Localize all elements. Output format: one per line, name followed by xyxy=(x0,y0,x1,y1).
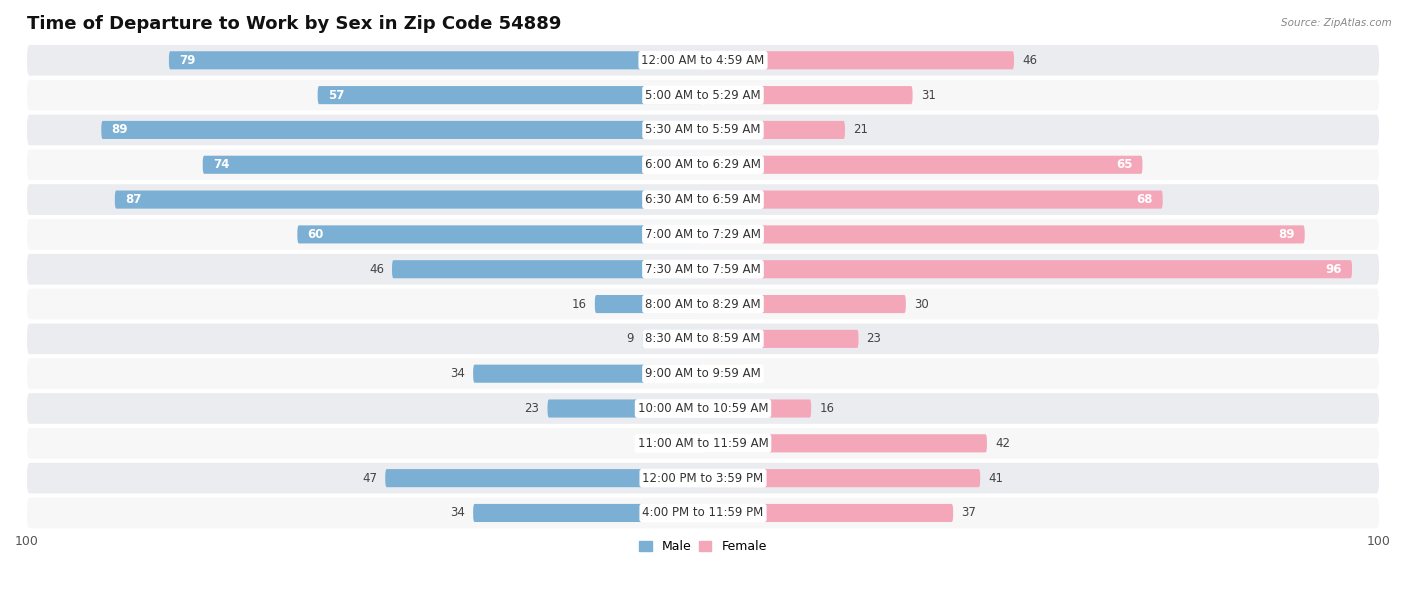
FancyBboxPatch shape xyxy=(27,428,1379,459)
FancyBboxPatch shape xyxy=(169,51,703,70)
Text: 10:00 AM to 10:59 AM: 10:00 AM to 10:59 AM xyxy=(638,402,768,415)
FancyBboxPatch shape xyxy=(703,330,859,348)
FancyBboxPatch shape xyxy=(703,226,1305,243)
Text: 79: 79 xyxy=(179,54,195,67)
Text: 74: 74 xyxy=(212,158,229,171)
Text: 31: 31 xyxy=(921,89,935,102)
Text: 6:00 AM to 6:29 AM: 6:00 AM to 6:29 AM xyxy=(645,158,761,171)
Text: 11:00 AM to 11:59 AM: 11:00 AM to 11:59 AM xyxy=(638,437,768,450)
Text: 96: 96 xyxy=(1326,263,1341,275)
FancyBboxPatch shape xyxy=(703,399,811,418)
Text: 37: 37 xyxy=(962,506,976,519)
Text: 16: 16 xyxy=(572,298,586,311)
Text: 16: 16 xyxy=(820,402,834,415)
Text: 12:00 AM to 4:59 AM: 12:00 AM to 4:59 AM xyxy=(641,54,765,67)
FancyBboxPatch shape xyxy=(703,51,1014,70)
Text: 34: 34 xyxy=(450,506,465,519)
Legend: Male, Female: Male, Female xyxy=(634,536,772,558)
FancyBboxPatch shape xyxy=(27,358,1379,389)
Text: 5:00 AM to 5:29 AM: 5:00 AM to 5:29 AM xyxy=(645,89,761,102)
Text: 89: 89 xyxy=(111,123,128,136)
FancyBboxPatch shape xyxy=(318,86,703,104)
FancyBboxPatch shape xyxy=(703,121,845,139)
Text: 9: 9 xyxy=(627,333,634,345)
FancyBboxPatch shape xyxy=(101,121,703,139)
FancyBboxPatch shape xyxy=(27,80,1379,111)
FancyBboxPatch shape xyxy=(392,260,703,278)
Text: 21: 21 xyxy=(853,123,868,136)
Text: 65: 65 xyxy=(1116,158,1132,171)
Text: 41: 41 xyxy=(988,472,1004,485)
Text: 6:30 AM to 6:59 AM: 6:30 AM to 6:59 AM xyxy=(645,193,761,206)
Text: 6: 6 xyxy=(752,367,759,380)
Text: 46: 46 xyxy=(368,263,384,275)
Text: 8:00 AM to 8:29 AM: 8:00 AM to 8:29 AM xyxy=(645,298,761,311)
Text: 5:30 AM to 5:59 AM: 5:30 AM to 5:59 AM xyxy=(645,123,761,136)
FancyBboxPatch shape xyxy=(703,260,1353,278)
FancyBboxPatch shape xyxy=(474,504,703,522)
FancyBboxPatch shape xyxy=(385,469,703,487)
FancyBboxPatch shape xyxy=(703,156,1143,174)
FancyBboxPatch shape xyxy=(27,254,1379,284)
FancyBboxPatch shape xyxy=(27,115,1379,145)
FancyBboxPatch shape xyxy=(703,295,905,313)
Text: 4:00 PM to 11:59 PM: 4:00 PM to 11:59 PM xyxy=(643,506,763,519)
FancyBboxPatch shape xyxy=(703,190,1163,209)
FancyBboxPatch shape xyxy=(703,365,744,383)
Text: 7:00 AM to 7:29 AM: 7:00 AM to 7:29 AM xyxy=(645,228,761,241)
FancyBboxPatch shape xyxy=(643,330,703,348)
Text: 34: 34 xyxy=(450,367,465,380)
FancyBboxPatch shape xyxy=(297,226,703,243)
Text: 8:30 AM to 8:59 AM: 8:30 AM to 8:59 AM xyxy=(645,333,761,345)
FancyBboxPatch shape xyxy=(27,184,1379,215)
FancyBboxPatch shape xyxy=(703,504,953,522)
Text: 47: 47 xyxy=(363,472,377,485)
FancyBboxPatch shape xyxy=(27,393,1379,424)
Text: 57: 57 xyxy=(328,89,344,102)
Text: 9:00 AM to 9:59 AM: 9:00 AM to 9:59 AM xyxy=(645,367,761,380)
Text: Source: ZipAtlas.com: Source: ZipAtlas.com xyxy=(1281,18,1392,28)
Text: 87: 87 xyxy=(125,193,142,206)
FancyBboxPatch shape xyxy=(27,463,1379,493)
Text: 23: 23 xyxy=(524,402,540,415)
Text: Time of Departure to Work by Sex in Zip Code 54889: Time of Departure to Work by Sex in Zip … xyxy=(27,15,561,33)
FancyBboxPatch shape xyxy=(703,469,980,487)
FancyBboxPatch shape xyxy=(595,295,703,313)
Text: 68: 68 xyxy=(1136,193,1153,206)
FancyBboxPatch shape xyxy=(202,156,703,174)
Text: 7:30 AM to 7:59 AM: 7:30 AM to 7:59 AM xyxy=(645,263,761,275)
Text: 89: 89 xyxy=(1278,228,1295,241)
FancyBboxPatch shape xyxy=(27,497,1379,528)
FancyBboxPatch shape xyxy=(27,324,1379,354)
FancyBboxPatch shape xyxy=(115,190,703,209)
FancyBboxPatch shape xyxy=(27,289,1379,320)
FancyBboxPatch shape xyxy=(703,434,987,452)
FancyBboxPatch shape xyxy=(27,149,1379,180)
FancyBboxPatch shape xyxy=(27,219,1379,250)
FancyBboxPatch shape xyxy=(703,86,912,104)
Text: 23: 23 xyxy=(866,333,882,345)
Text: 42: 42 xyxy=(995,437,1010,450)
Text: 30: 30 xyxy=(914,298,929,311)
FancyBboxPatch shape xyxy=(27,45,1379,76)
Text: 0: 0 xyxy=(688,437,695,450)
Text: 12:00 PM to 3:59 PM: 12:00 PM to 3:59 PM xyxy=(643,472,763,485)
FancyBboxPatch shape xyxy=(547,399,703,418)
FancyBboxPatch shape xyxy=(474,365,703,383)
Text: 46: 46 xyxy=(1022,54,1038,67)
Text: 60: 60 xyxy=(308,228,323,241)
